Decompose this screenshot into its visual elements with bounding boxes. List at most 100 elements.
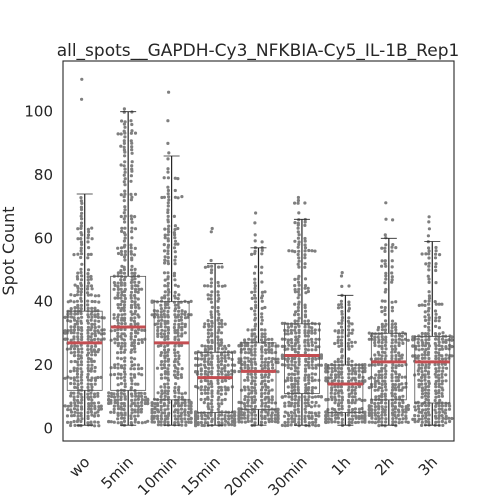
data-point bbox=[86, 325, 90, 329]
data-point bbox=[259, 271, 263, 275]
data-point bbox=[347, 372, 351, 376]
data-point bbox=[313, 404, 317, 408]
data-point bbox=[437, 385, 441, 389]
data-point bbox=[120, 407, 124, 411]
data-point bbox=[166, 243, 171, 247]
data-point bbox=[340, 341, 344, 345]
data-point bbox=[166, 404, 170, 408]
data-point bbox=[130, 230, 134, 234]
data-point bbox=[90, 376, 94, 380]
data-point bbox=[122, 318, 127, 322]
data-point bbox=[89, 378, 93, 382]
data-point bbox=[260, 312, 264, 316]
data-point bbox=[176, 401, 180, 405]
data-point bbox=[303, 401, 307, 405]
data-point bbox=[420, 363, 424, 367]
data-point bbox=[297, 360, 301, 364]
data-point bbox=[122, 366, 127, 371]
data-point bbox=[253, 327, 257, 332]
data-point bbox=[417, 348, 421, 352]
data-point bbox=[353, 388, 357, 392]
data-point bbox=[433, 363, 437, 367]
data-point bbox=[267, 389, 271, 393]
data-point bbox=[75, 367, 80, 371]
data-point bbox=[202, 423, 206, 428]
data-point bbox=[276, 357, 280, 361]
data-point bbox=[263, 414, 267, 418]
data-point bbox=[293, 328, 297, 332]
data-point bbox=[303, 367, 308, 371]
data-point bbox=[123, 404, 127, 408]
data-point bbox=[260, 416, 264, 421]
data-point bbox=[297, 347, 301, 351]
data-point bbox=[97, 424, 101, 428]
data-point bbox=[163, 338, 167, 342]
data-point bbox=[276, 407, 280, 411]
data-point bbox=[166, 277, 170, 281]
data-point bbox=[423, 332, 428, 336]
data-point bbox=[96, 312, 100, 316]
data-point bbox=[294, 366, 298, 370]
data-point bbox=[173, 351, 177, 355]
data-point bbox=[394, 300, 398, 304]
data-point bbox=[434, 312, 438, 316]
data-point bbox=[180, 401, 184, 405]
data-point bbox=[86, 275, 90, 279]
data-point bbox=[116, 401, 120, 405]
data-point bbox=[209, 344, 213, 348]
data-point bbox=[209, 300, 214, 304]
data-point bbox=[340, 360, 344, 364]
data-point bbox=[116, 383, 120, 387]
data-point bbox=[163, 348, 167, 352]
x-tick-label: 1h bbox=[328, 453, 354, 479]
data-point bbox=[120, 341, 124, 345]
data-point bbox=[223, 369, 227, 373]
data-point bbox=[286, 420, 290, 424]
data-point bbox=[334, 398, 338, 402]
data-point bbox=[130, 122, 134, 127]
data-point bbox=[116, 334, 120, 339]
data-point bbox=[383, 379, 387, 383]
data-point bbox=[116, 321, 120, 325]
data-point bbox=[440, 347, 444, 351]
data-point bbox=[160, 195, 164, 200]
data-point bbox=[314, 420, 318, 424]
data-point bbox=[166, 288, 170, 292]
data-point bbox=[253, 221, 257, 225]
data-point bbox=[133, 192, 138, 196]
data-point bbox=[427, 256, 431, 260]
data-point bbox=[123, 189, 127, 193]
data-point bbox=[206, 360, 210, 364]
data-point bbox=[153, 410, 157, 414]
data-point bbox=[434, 281, 438, 285]
data-point bbox=[264, 410, 268, 414]
data-point bbox=[306, 348, 310, 352]
data-point bbox=[381, 379, 385, 383]
data-point bbox=[333, 413, 337, 417]
data-point bbox=[420, 417, 424, 421]
data-point bbox=[310, 249, 314, 253]
data-point bbox=[129, 367, 133, 371]
data-point bbox=[216, 402, 220, 406]
data-point bbox=[377, 373, 381, 377]
data-point bbox=[73, 359, 77, 364]
data-point bbox=[383, 424, 387, 428]
data-point bbox=[73, 344, 77, 348]
data-point bbox=[434, 347, 438, 351]
data-point bbox=[376, 379, 380, 383]
data-point bbox=[172, 231, 176, 235]
data-point bbox=[336, 341, 340, 345]
data-point bbox=[123, 378, 127, 383]
data-point bbox=[166, 201, 170, 205]
data-point bbox=[79, 367, 83, 371]
data-point bbox=[437, 373, 441, 377]
data-point bbox=[172, 325, 176, 330]
data-point bbox=[246, 372, 250, 376]
data-point bbox=[123, 316, 127, 320]
data-point bbox=[264, 401, 268, 405]
data-point bbox=[270, 341, 275, 345]
data-point bbox=[210, 366, 214, 370]
data-point bbox=[216, 357, 220, 361]
data-point bbox=[307, 403, 311, 408]
data-point bbox=[227, 356, 231, 360]
